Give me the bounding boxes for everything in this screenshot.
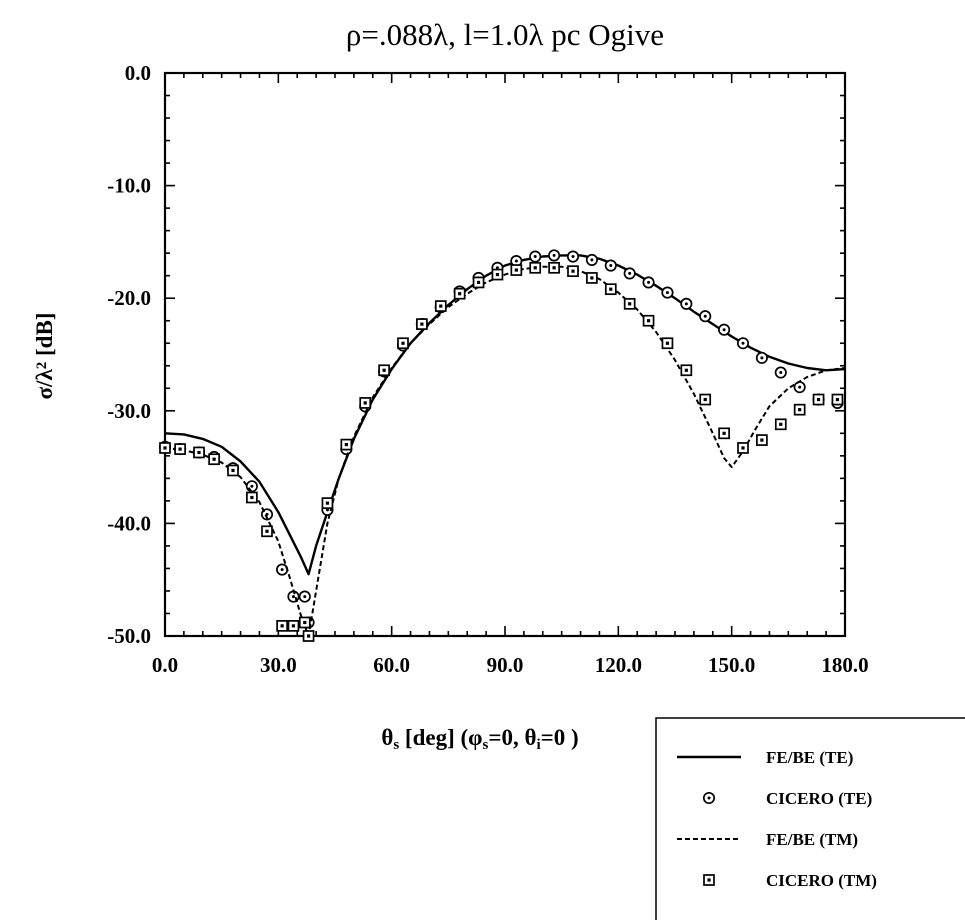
data-point [287, 620, 300, 632]
data-point [642, 314, 655, 327]
plot-frame [163, 71, 847, 638]
legend-label: FE/BE (TE) [766, 748, 853, 767]
data-point [680, 297, 693, 310]
x-tick-label: 60.0 [373, 653, 410, 677]
data-point [510, 264, 523, 276]
x-tick-label: 120.0 [595, 653, 642, 677]
data-point [699, 310, 712, 323]
y-tick-label: -10.0 [107, 174, 151, 198]
y-tick-label: -20.0 [107, 286, 151, 310]
legend-item: FE/BE (TM) [677, 830, 858, 849]
data-point [831, 393, 844, 406]
data-point [302, 630, 315, 642]
data-point [756, 434, 768, 446]
legend-swatch [702, 791, 716, 805]
legend-box [655, 717, 965, 920]
data-point [774, 418, 787, 431]
legend-item: CICERO (TE) [702, 789, 872, 808]
data-point [261, 525, 273, 538]
data-point [298, 616, 311, 629]
data-point [193, 446, 205, 459]
data-point [340, 438, 353, 451]
data-point [208, 453, 220, 466]
x-tick-labels: 0.0 30.0 60.0 90.0 120.0 150.0 180.0 [152, 653, 869, 677]
data-point [661, 337, 674, 350]
data-point [586, 272, 598, 284]
legend-label: CICERO (TM) [766, 871, 877, 890]
data-point [453, 287, 466, 300]
data-point [566, 250, 580, 263]
legend-item: CICERO (TM) [703, 871, 877, 890]
data-point [276, 620, 288, 632]
chart-title: ρ=.088λ, l=1.0λ pc Ogive [346, 17, 664, 52]
data-point [774, 366, 787, 379]
y-tick-label: -50.0 [107, 624, 151, 648]
data-point [491, 268, 504, 281]
data-point [661, 286, 674, 299]
legend-item: FE/BE (TE) [677, 748, 853, 767]
series-2-markers [158, 249, 844, 629]
data-point [276, 563, 289, 576]
legend: FE/BE (TE) CICERO (TE) FE/BE (TM) CICERO (T… [655, 717, 965, 920]
x-tick-label: 90.0 [487, 653, 524, 677]
data-point [793, 403, 806, 416]
data-point [623, 297, 636, 310]
axis-ticks [164, 72, 846, 637]
data-point [736, 337, 750, 350]
data-point [246, 491, 258, 504]
data-point [755, 351, 768, 364]
data-point [529, 250, 542, 263]
data-point [567, 265, 579, 278]
series-layer [158, 249, 846, 642]
data-point [604, 283, 617, 296]
data-point [378, 364, 390, 377]
series-4-markers [159, 261, 844, 642]
data-point [623, 267, 636, 280]
data-point [529, 261, 542, 274]
data-point [812, 393, 825, 406]
data-point [472, 276, 485, 289]
data-point [227, 464, 239, 477]
data-point [359, 397, 372, 409]
x-tick-label: 180.0 [821, 653, 868, 677]
data-point [174, 443, 186, 455]
data-point [397, 337, 409, 350]
legend-swatch [703, 874, 715, 886]
data-point [718, 323, 731, 336]
data-point [298, 590, 311, 603]
y-tick-label: -40.0 [107, 511, 151, 535]
x-tick-label: 150.0 [708, 653, 755, 677]
data-point [548, 249, 561, 262]
y-tick-label: -30.0 [107, 399, 151, 423]
data-point [416, 318, 428, 330]
data-point [434, 300, 447, 312]
data-point [585, 253, 598, 266]
y-tick-label: 0.0 [125, 61, 151, 85]
data-point [548, 261, 560, 274]
y-axis-label: σ/λ2 [dB] [32, 313, 57, 400]
data-point [604, 259, 617, 272]
data-point [680, 364, 693, 377]
data-point [737, 442, 749, 454]
x-tick-label: 30.0 [260, 653, 297, 677]
data-point [699, 393, 712, 406]
legend-label: CICERO (TE) [766, 789, 872, 808]
x-tick-label: 0.0 [152, 653, 178, 677]
data-point [510, 254, 523, 268]
y-tick-labels: 0.0 -10.0 -20.0 -30.0 -40.0 -50.0 [107, 61, 151, 648]
data-point [718, 427, 730, 440]
data-point [793, 381, 806, 394]
legend-label: FE/BE (TM) [766, 830, 858, 849]
data-point [245, 480, 258, 493]
x-axis-label: θs [deg] (φs=0, θi=0 ) [381, 725, 578, 753]
data-point [321, 497, 334, 509]
data-point [642, 276, 655, 289]
data-point [159, 442, 171, 454]
